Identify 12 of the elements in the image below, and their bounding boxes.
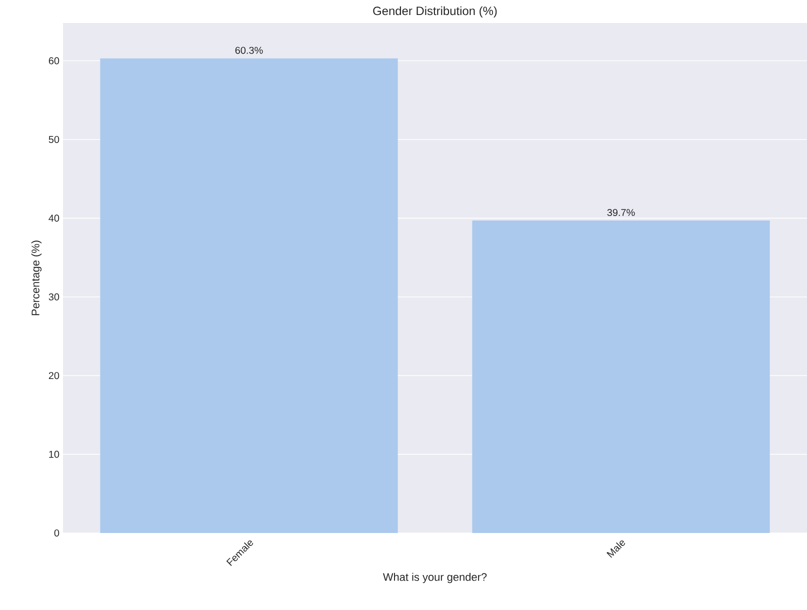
y-tick-label: 10 bbox=[49, 450, 60, 458]
y-tick-label: 50 bbox=[48, 136, 60, 143]
y-tick-label: 20 bbox=[48, 372, 60, 380]
y-tick-label: 0 bbox=[54, 529, 60, 537]
y-tick-label: 30 bbox=[48, 293, 60, 300]
y-tick-label: 60 bbox=[48, 57, 60, 64]
x-axis-title: What is your gender? bbox=[382, 572, 487, 584]
chart-title: Gender Distribution (%) bbox=[373, 6, 497, 18]
data-label: 39.7% bbox=[607, 208, 635, 216]
y-axis-title: Percentage (%) bbox=[31, 240, 42, 316]
y-tick-label: 40 bbox=[48, 214, 60, 222]
data-label: 60.3% bbox=[235, 46, 263, 54]
